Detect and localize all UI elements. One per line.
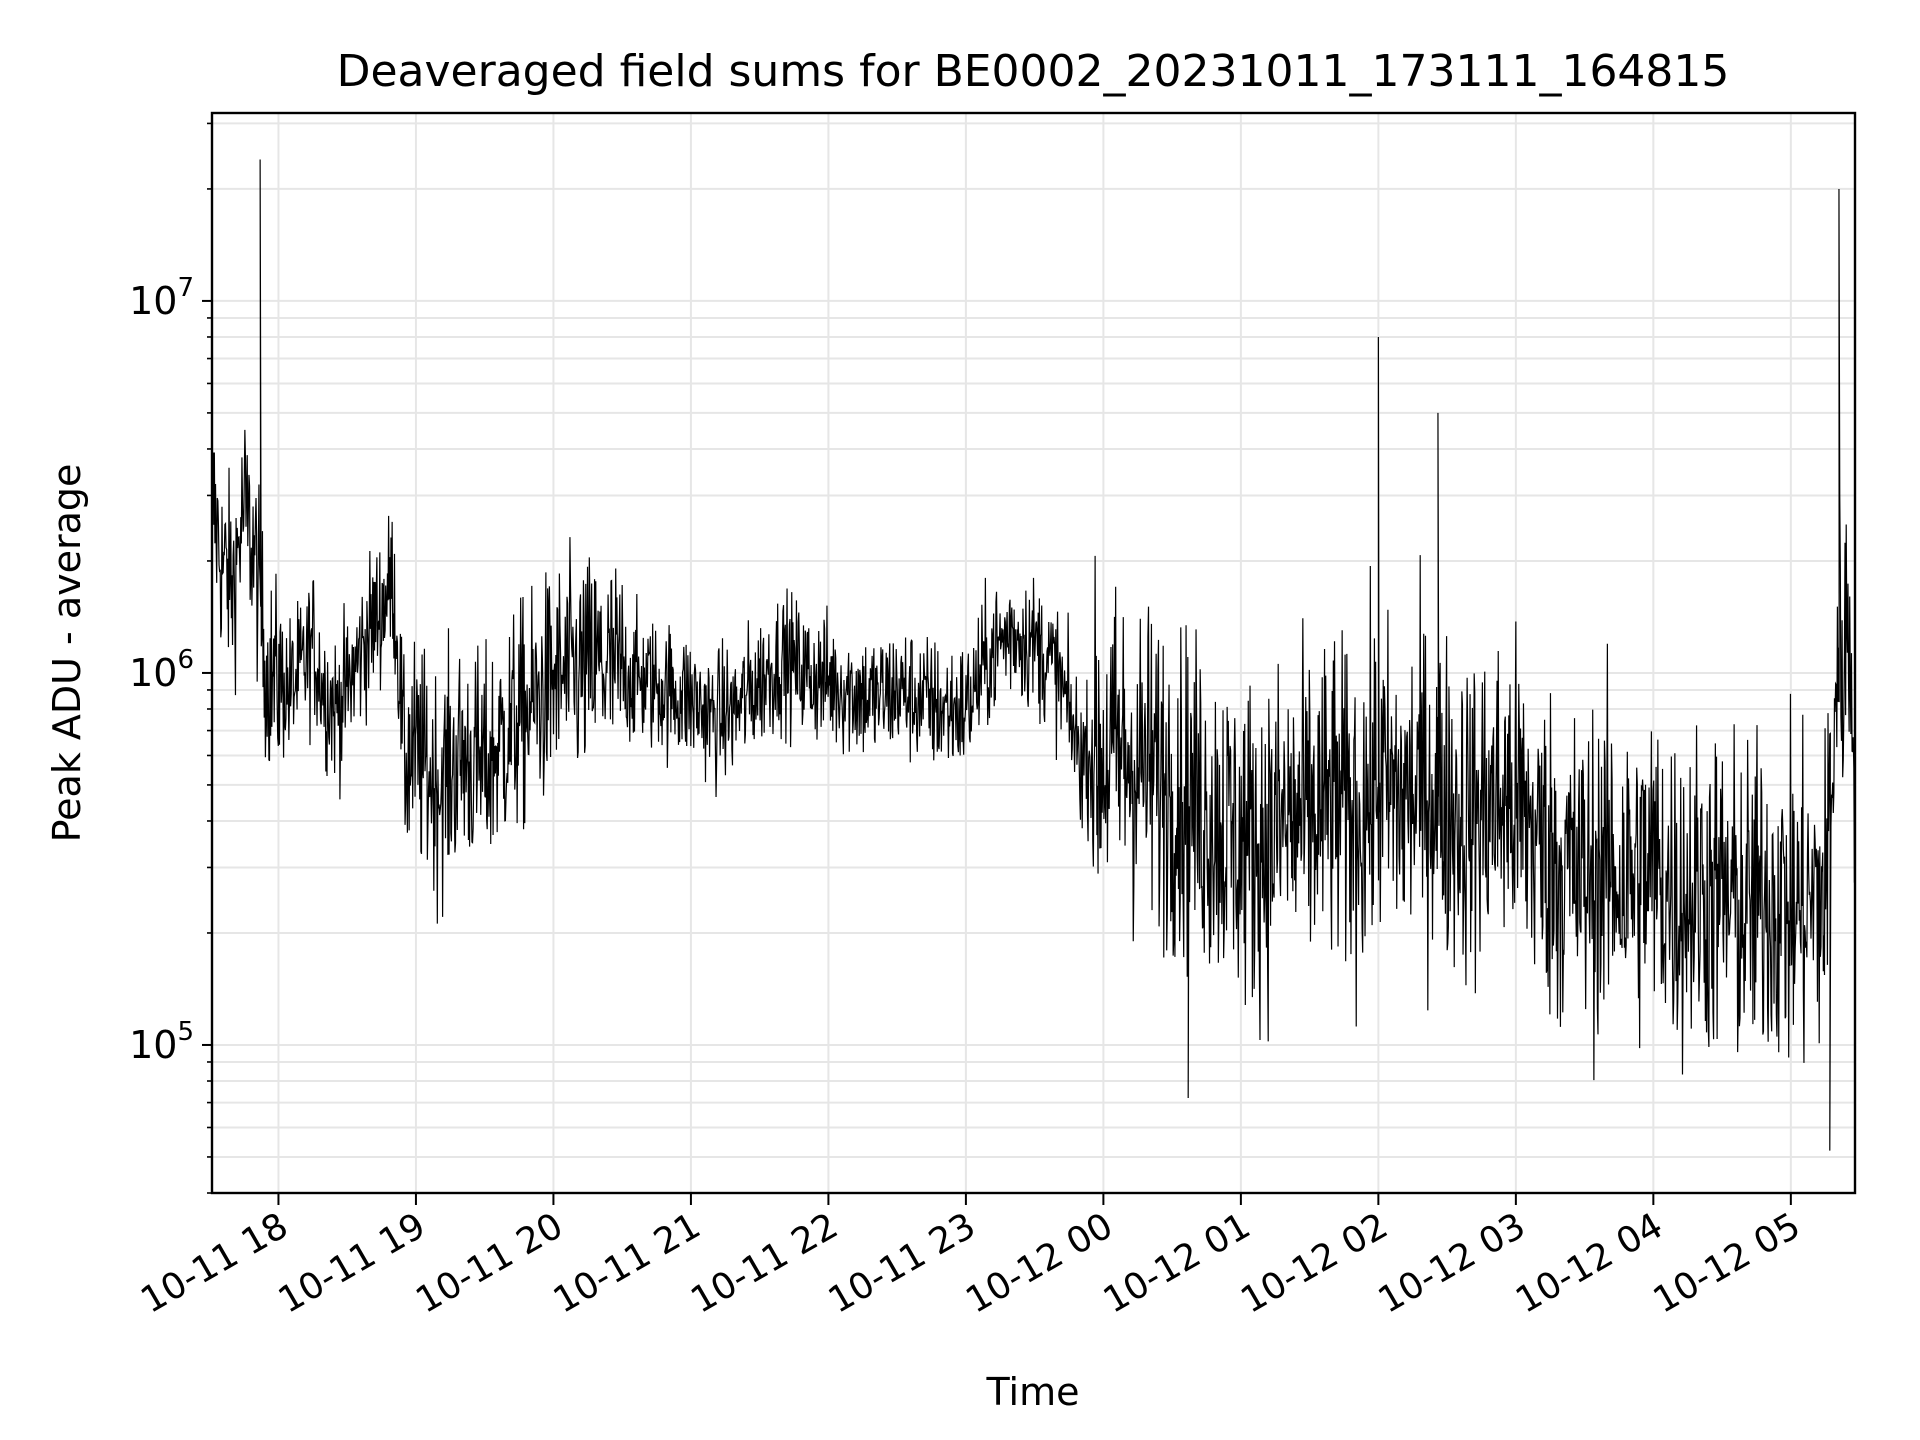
y-tick-label: 105 <box>129 1017 194 1067</box>
y-tick-label-exponent: 7 <box>177 273 194 303</box>
series-path <box>211 159 1856 1151</box>
y-tick-label-base: 10 <box>129 651 177 695</box>
plot-frame <box>210 111 1857 1195</box>
y-tick-label: 106 <box>129 645 194 695</box>
y-tick-label-exponent: 5 <box>177 1017 194 1047</box>
y-axis-label: Peak ADU - average <box>45 464 89 843</box>
y-tick-label-base: 10 <box>129 279 177 323</box>
y-tick-label-exponent: 6 <box>177 645 194 675</box>
series-line <box>211 159 1856 1151</box>
y-tick-label-base: 10 <box>129 1023 177 1067</box>
chart-title: Deaveraged field sums for BE0002_2023101… <box>337 46 1730 97</box>
x-axis-label: Time <box>986 1370 1080 1414</box>
y-tick-label: 107 <box>129 273 194 323</box>
